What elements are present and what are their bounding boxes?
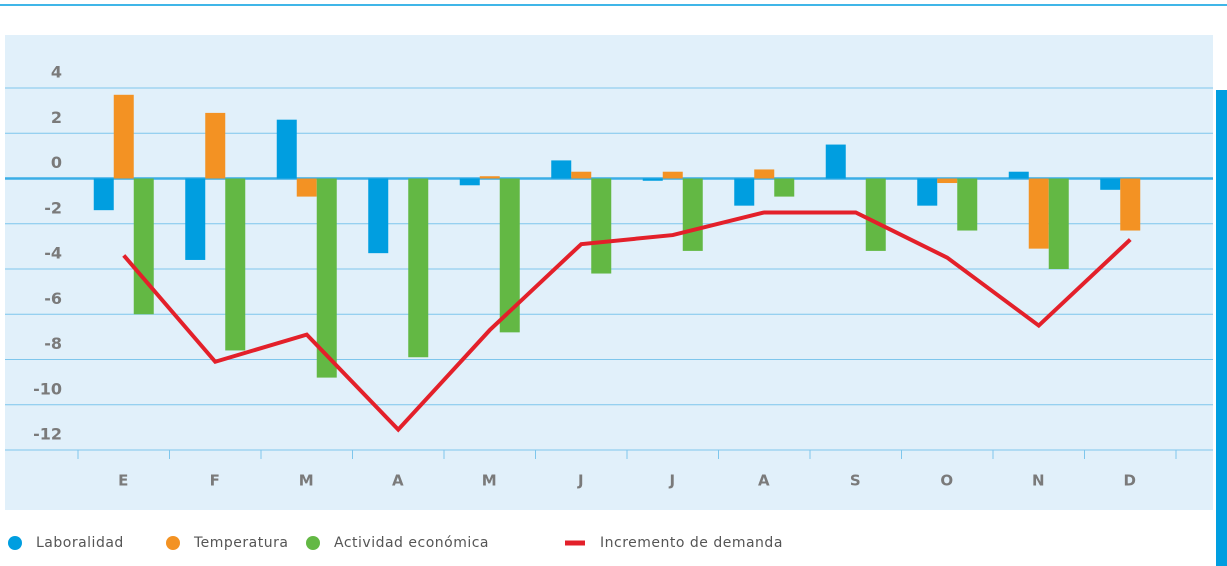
y-tick-label: 4 (51, 63, 62, 82)
legend-label: Temperatura (193, 535, 288, 551)
y-tick-label: -4 (44, 244, 62, 263)
bar (571, 171, 592, 179)
bar (499, 178, 520, 333)
bar (316, 178, 337, 378)
bar (113, 94, 134, 179)
bar (682, 178, 703, 251)
bar (591, 178, 612, 274)
bar (185, 178, 206, 260)
legend-label: Laboralidad (36, 535, 124, 551)
legend-label: Actividad económica (334, 535, 489, 551)
bar (1008, 171, 1029, 179)
line-series (122, 210, 1132, 433)
bar (368, 178, 389, 254)
bar (754, 169, 775, 179)
x-tick-label: A (392, 472, 405, 490)
bar (1120, 178, 1141, 231)
bar (937, 178, 958, 184)
bar (551, 160, 572, 179)
x-tick-label: F (210, 472, 221, 490)
y-tick-label: -2 (44, 198, 62, 217)
bar (734, 178, 755, 206)
legend-swatch (306, 536, 320, 550)
bar (93, 178, 114, 211)
bar (825, 144, 846, 179)
legend-swatch (8, 536, 22, 550)
x-tick-label: M (482, 472, 498, 490)
bar (133, 178, 154, 315)
bar (865, 178, 886, 251)
bar (957, 178, 978, 231)
bar (1048, 178, 1069, 269)
bar (917, 178, 938, 206)
bar (642, 178, 663, 181)
side-bar (1216, 90, 1227, 566)
bar (225, 178, 246, 351)
x-tick-label: M (299, 472, 315, 490)
bar (662, 171, 683, 179)
y-tick-label: -6 (44, 289, 62, 308)
bar (296, 178, 317, 197)
x-tick-label: J (668, 472, 676, 490)
bar (459, 178, 480, 186)
x-tick-label: S (850, 472, 862, 490)
y-tick-label: 0 (51, 153, 62, 172)
bar (276, 119, 297, 179)
y-tick-label: -12 (33, 425, 62, 444)
bar (205, 112, 226, 179)
x-tick-label: O (940, 472, 954, 490)
y-tick-label: 2 (51, 108, 62, 127)
bar (774, 178, 795, 197)
legend-swatch (166, 536, 180, 550)
bar (479, 176, 500, 179)
bar (408, 178, 429, 358)
y-tick-label: -8 (44, 334, 62, 353)
x-tick-label: J (577, 472, 585, 490)
legend-label: Incremento de demanda (600, 535, 783, 551)
x-tick-label: E (118, 472, 129, 490)
x-tick-label: A (758, 472, 771, 490)
bar (1028, 178, 1049, 249)
x-tick-label: N (1032, 472, 1046, 490)
x-tick-label: D (1124, 472, 1137, 490)
y-tick-label: -10 (33, 379, 62, 398)
bar (1100, 178, 1121, 190)
